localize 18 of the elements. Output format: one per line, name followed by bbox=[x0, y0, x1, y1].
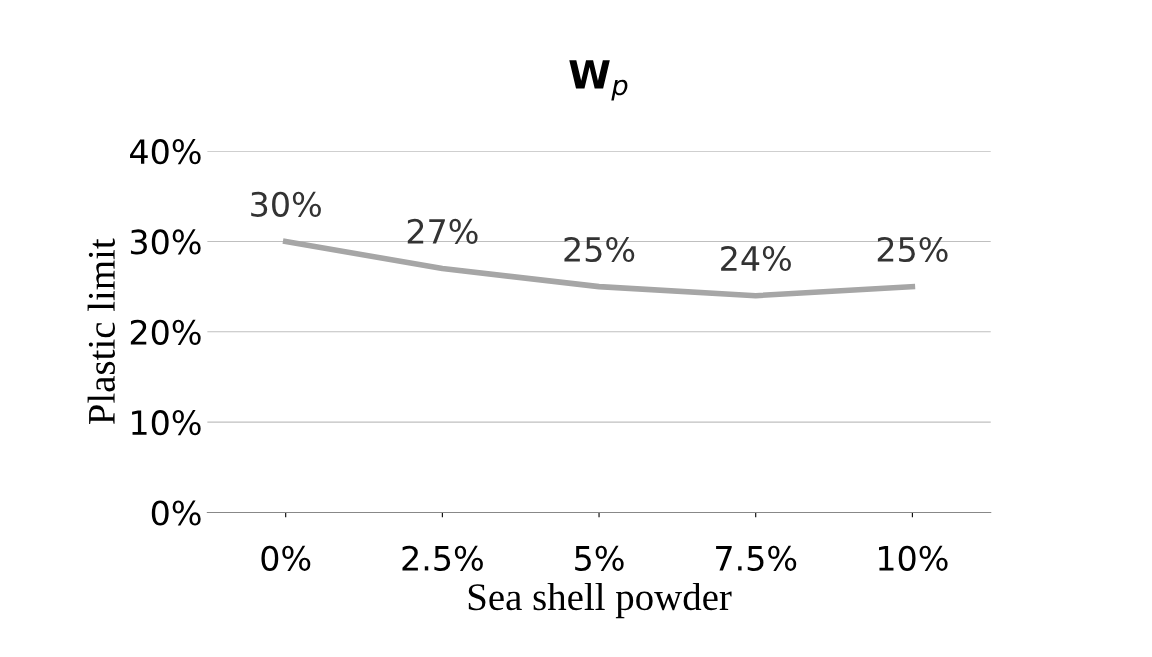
data-label: 30% bbox=[251, 191, 321, 217]
x-tick-label: 0% bbox=[261, 545, 311, 571]
chart-title: W$_{p}$ bbox=[569, 60, 628, 101]
x-tick-label: 2.5% bbox=[402, 545, 483, 571]
y-tick-label: 0% bbox=[151, 500, 201, 526]
y-axis-title: Plastic limit bbox=[87, 238, 115, 425]
data-label: 27% bbox=[407, 218, 478, 245]
x-axis-title: Sea shell powder bbox=[468, 582, 732, 619]
data-label: 25% bbox=[877, 236, 948, 263]
x-tick-label: 7.5% bbox=[716, 545, 797, 571]
y-tick-label: 20% bbox=[130, 319, 201, 345]
data-label: 24% bbox=[721, 245, 791, 272]
y-tick-label: 40% bbox=[130, 139, 201, 165]
y-tick-label: 30% bbox=[130, 229, 201, 255]
x-tick-label: 10% bbox=[879, 545, 948, 571]
y-tick-label: 10% bbox=[132, 410, 201, 436]
data-label: 25% bbox=[564, 236, 635, 263]
x-tick-label: 5% bbox=[575, 545, 624, 571]
